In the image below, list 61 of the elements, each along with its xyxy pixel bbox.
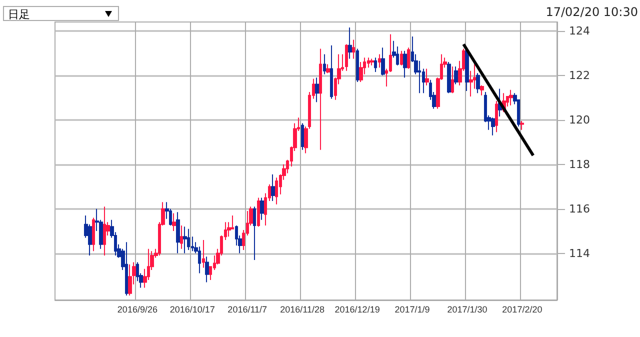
candlestick bbox=[495, 100, 498, 133]
candlestick bbox=[407, 47, 410, 70]
candlestick bbox=[476, 72, 480, 94]
candlestick bbox=[128, 264, 132, 296]
candlestick bbox=[319, 48, 322, 150]
candlestick bbox=[183, 226, 187, 254]
candlestick bbox=[257, 197, 260, 228]
candlestick bbox=[315, 77, 319, 103]
text: 17/02/20 10:30 bbox=[546, 5, 638, 19]
x-tick-label: 2017/2/20 bbox=[502, 304, 542, 314]
candlestick bbox=[454, 66, 458, 85]
candlestick bbox=[103, 206, 106, 256]
candlestick bbox=[301, 122, 304, 150]
candlestick bbox=[447, 62, 451, 94]
candlestick bbox=[176, 212, 180, 254]
candlestick bbox=[326, 64, 330, 74]
candlestick bbox=[381, 47, 385, 76]
candlestick bbox=[400, 50, 403, 66]
candlestick bbox=[425, 68, 429, 86]
y-tick-label: 114 bbox=[569, 246, 590, 260]
candlestick bbox=[352, 39, 355, 60]
candlestick bbox=[370, 58, 374, 66]
candlestick bbox=[271, 174, 275, 202]
x-tick-label: 2016/9/26 bbox=[117, 304, 158, 314]
y-tick-label: 118 bbox=[569, 158, 590, 171]
x-tick-label: 2017/1/9 bbox=[394, 304, 430, 314]
x-tick-label: 2017/1/30 bbox=[447, 304, 488, 314]
candlestick bbox=[403, 50, 407, 78]
candlestick bbox=[359, 62, 363, 83]
candlestick bbox=[509, 89, 513, 106]
candlestick bbox=[378, 54, 381, 68]
candlestick bbox=[451, 66, 454, 94]
x-tick-label: 2016/11/7 bbox=[228, 304, 268, 314]
candlestick bbox=[125, 242, 128, 296]
candlestick bbox=[202, 239, 205, 268]
candlestick bbox=[480, 84, 484, 96]
candlestick bbox=[330, 44, 333, 100]
y-tick-label: 120 bbox=[569, 113, 590, 126]
candlestick bbox=[520, 120, 524, 130]
candlestick bbox=[260, 197, 264, 220]
x-tick-label: 2016/12/19 bbox=[334, 304, 380, 314]
candlestick bbox=[348, 27, 352, 60]
x-tick-label: 2016/10/17 bbox=[170, 304, 215, 314]
candlestick bbox=[180, 224, 183, 250]
candlestick bbox=[253, 206, 256, 260]
candlestick bbox=[172, 212, 176, 232]
candlestick bbox=[491, 117, 495, 136]
candlestick bbox=[198, 246, 201, 274]
candlestick bbox=[275, 177, 278, 205]
period-dropdown: 日足 bbox=[3, 6, 119, 21]
y-tick-label: 124 bbox=[569, 24, 590, 38]
candlestick bbox=[374, 57, 377, 73]
x-tick-label: 2016/11/28 bbox=[280, 304, 325, 314]
candlestick bbox=[356, 48, 359, 83]
candlestick bbox=[92, 217, 95, 252]
candlestick bbox=[323, 54, 326, 75]
y-tick-label: 122 bbox=[569, 68, 590, 82]
candlestick bbox=[187, 228, 190, 250]
candlestick bbox=[345, 44, 348, 72]
y-tick-label: 116 bbox=[569, 202, 590, 216]
candlestick bbox=[205, 256, 209, 283]
